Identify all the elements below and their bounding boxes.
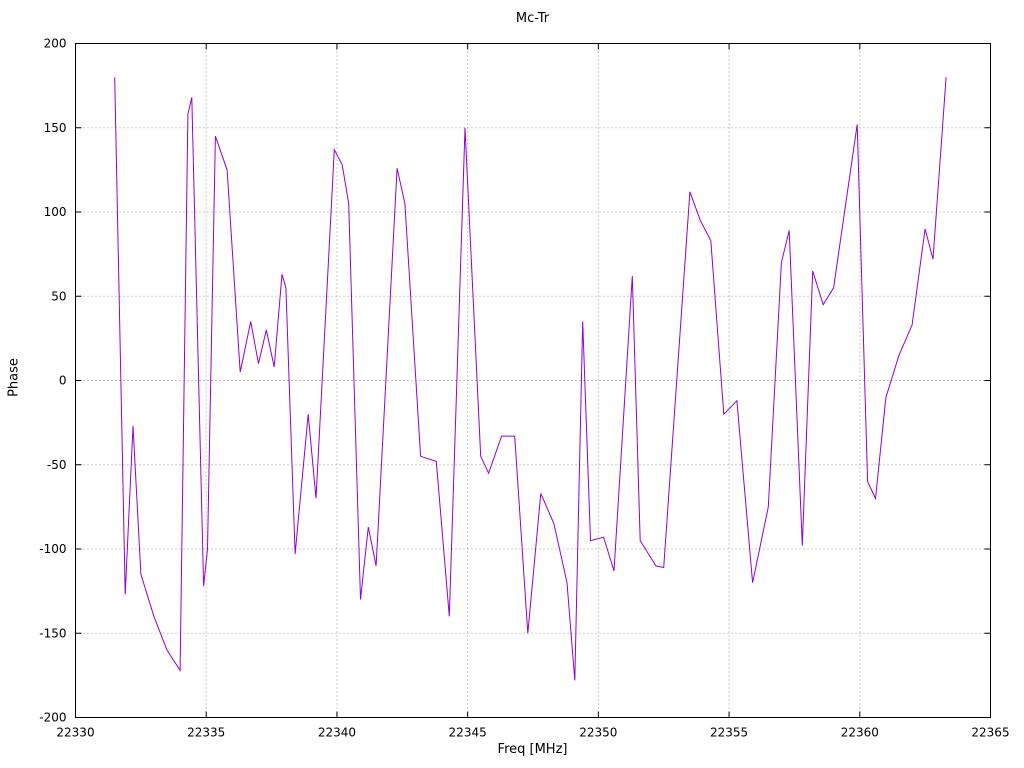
x-axis-label: Freq [MHz] <box>497 742 568 757</box>
y-tick-label: 100 <box>44 205 67 219</box>
y-tick-label: -50 <box>47 458 67 472</box>
x-tick-label: 22335 <box>187 726 225 740</box>
x-tick-label: 22355 <box>710 726 748 740</box>
y-tick-label: -200 <box>39 711 66 725</box>
plot-border <box>75 43 991 718</box>
y-tick-label: -100 <box>39 542 66 556</box>
x-tick-label: 22345 <box>449 726 487 740</box>
x-tick-label: 22360 <box>841 726 879 740</box>
x-tick-label: 22365 <box>971 726 1009 740</box>
chart-title: Mc-Tr <box>515 11 550 26</box>
y-tick-label: 150 <box>44 121 67 135</box>
y-tick-label: -150 <box>39 626 66 640</box>
x-tick-label: 22350 <box>579 726 617 740</box>
x-tick-label: 22330 <box>56 726 94 740</box>
y-tick-label: 200 <box>44 37 67 51</box>
series-line <box>114 77 947 681</box>
x-tick-label: 22340 <box>318 726 356 740</box>
y-tick-label: 50 <box>51 289 66 303</box>
y-tick-label: 0 <box>59 374 67 388</box>
